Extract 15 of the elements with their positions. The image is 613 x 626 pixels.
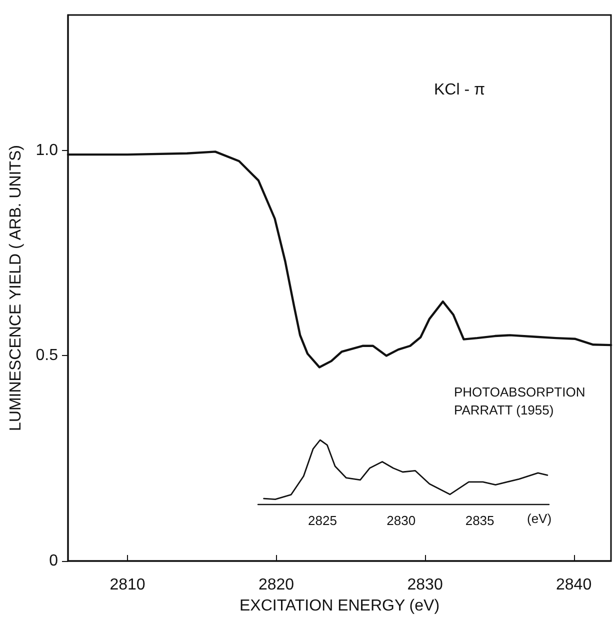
y-tick-label: 1.0 — [36, 142, 58, 159]
x-tick-label: 2820 — [258, 576, 294, 594]
y-tick-label: 0 — [49, 552, 58, 570]
x-tick-label: 2830 — [386, 513, 416, 528]
y-axis-title: LUMINESCENCE YIELD ( ARB. UNITS) — [8, 145, 24, 431]
x-axis-title: (eV) — [527, 511, 552, 526]
x-tick-label: 2830 — [407, 576, 443, 594]
annotation: KCl - π — [434, 82, 486, 98]
y-tick-label: 0.5 — [36, 347, 58, 364]
x-tick-label: 2840 — [556, 576, 592, 594]
x-tick-label: 2825 — [308, 513, 337, 528]
x-tick-label: 2835 — [465, 513, 494, 528]
x-tick-label: 2810 — [110, 576, 146, 594]
x-axis-title: EXCITATION ENERGY (eV) — [239, 597, 440, 614]
chart-title: PHOTOABSORPTION PARRATT (1955) — [454, 384, 586, 418]
